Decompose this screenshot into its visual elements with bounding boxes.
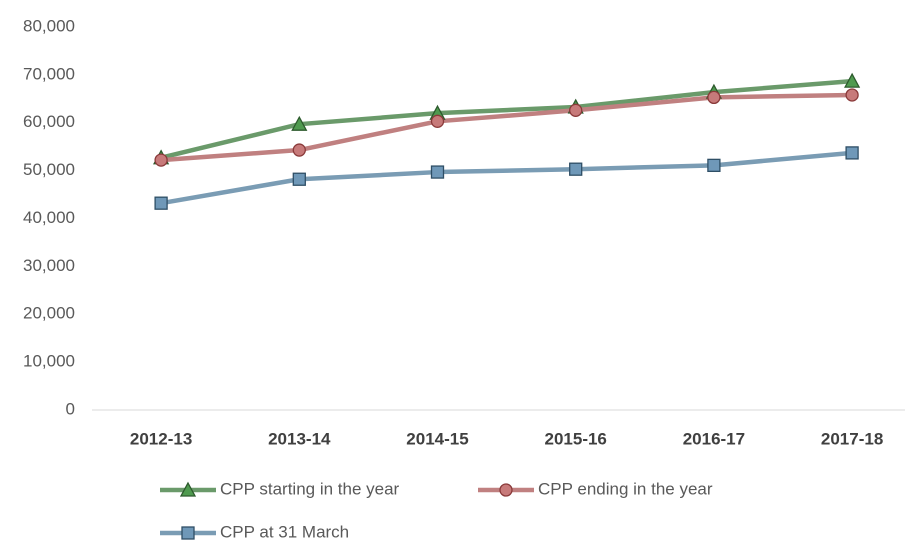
y-tick-label: 10,000 (23, 352, 75, 371)
legend-marker (499, 483, 513, 497)
y-tick-label: 20,000 (23, 304, 75, 323)
marker (292, 172, 306, 186)
y-tick-label: 0 (66, 399, 75, 418)
y-tick-label: 60,000 (23, 112, 75, 131)
y-tick-label: 80,000 (23, 16, 75, 35)
marker (291, 115, 308, 131)
y-tick-label: 40,000 (23, 208, 75, 227)
marker (707, 158, 721, 173)
x-tick-label: 2017-18 (821, 429, 883, 448)
marker (707, 90, 721, 105)
line (160, 78, 853, 160)
y-tick-label: 30,000 (23, 256, 75, 275)
marker (844, 72, 861, 88)
y-tick-label: 70,000 (23, 64, 75, 83)
x-tick-label: 2015-16 (545, 429, 607, 448)
x-tick-label: 2014-15 (406, 429, 468, 448)
marker (292, 143, 306, 157)
marker (845, 88, 859, 102)
marker (845, 146, 859, 160)
x-tick-label: 2016-17 (683, 429, 745, 448)
x-tick-label: 2013-14 (268, 429, 331, 448)
legend-label: CPP starting in the year (220, 479, 400, 498)
legend-label: CPP ending in the year (538, 479, 713, 498)
marker (430, 114, 445, 128)
marker (154, 153, 168, 167)
line (160, 92, 853, 163)
x-tick-label: 2012-13 (130, 429, 192, 448)
legend-marker (181, 526, 195, 540)
legend-label: CPP at 31 March (220, 522, 349, 541)
line (160, 150, 853, 206)
marker (430, 165, 445, 179)
marker (154, 196, 168, 210)
y-tick-label: 50,000 (23, 160, 75, 179)
marker (569, 103, 583, 117)
legend-marker (179, 481, 197, 497)
marker (569, 162, 583, 176)
